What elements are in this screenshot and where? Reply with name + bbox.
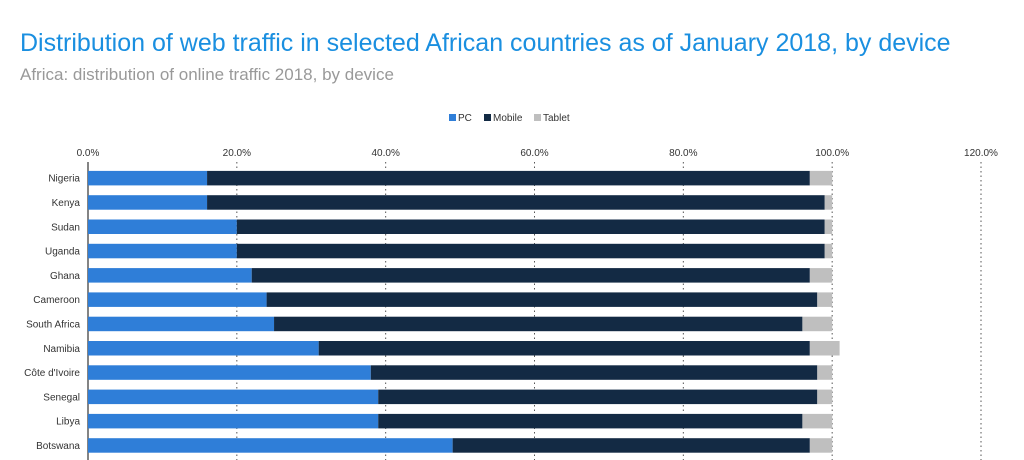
legend-label-mobile: Mobile: [493, 113, 523, 124]
bar-mobile: [274, 316, 803, 332]
bar-tablet: [802, 316, 833, 332]
legend-label-pc: PC: [458, 113, 472, 124]
bar-mobile: [251, 268, 810, 283]
bar-mobile: [266, 292, 818, 307]
x-tick-label: 60.0%: [520, 148, 548, 159]
y-category-label: Kenya: [52, 198, 81, 209]
bar-mobile: [378, 389, 818, 405]
legend-label-tablet: Tablet: [543, 113, 570, 124]
bar-mobile: [236, 243, 825, 259]
bar-pc: [88, 341, 319, 356]
bar-tablet: [817, 389, 833, 405]
bar-pc: [88, 365, 371, 380]
y-category-label: Senegal: [43, 392, 80, 403]
y-category-label: Côte d'Ivoire: [24, 368, 80, 379]
x-tick-label: 120.0%: [964, 148, 998, 159]
bar-pc: [88, 292, 267, 307]
y-category-label: Nigeria: [48, 174, 80, 185]
bar-pc: [88, 170, 208, 186]
bar-tablet: [809, 438, 833, 453]
bar-tablet: [809, 341, 840, 356]
x-tick-label: 0.0%: [77, 148, 100, 159]
x-tick-label: 40.0%: [371, 148, 399, 159]
chart-title: Distribution of web traffic in selected …: [20, 29, 951, 57]
bar-pc: [88, 243, 237, 259]
bar-pc: [88, 195, 208, 210]
legend-swatch-tablet: [534, 114, 541, 121]
bar-tablet: [809, 170, 833, 186]
bar-pc: [88, 219, 237, 234]
legend-swatch-mobile: [484, 114, 491, 121]
bar-tablet: [817, 365, 833, 380]
bar-mobile: [236, 219, 825, 234]
bar-mobile: [370, 365, 818, 380]
bar-mobile: [207, 170, 810, 186]
bar-tablet: [802, 413, 833, 429]
chart-subtitle: Africa: distribution of online traffic 2…: [20, 65, 394, 84]
bar-tablet: [824, 243, 833, 259]
bar-mobile: [378, 413, 803, 429]
x-tick-label: 80.0%: [669, 148, 697, 159]
y-category-label: Sudan: [51, 222, 80, 233]
bar-tablet: [824, 219, 833, 234]
bar-mobile: [452, 438, 810, 453]
legend-swatch-pc: [449, 114, 456, 121]
y-category-label: Cameroon: [33, 295, 80, 306]
bar-mobile: [318, 341, 810, 356]
bar-mobile: [207, 195, 825, 210]
y-category-label: Botswana: [36, 441, 80, 452]
bar-tablet: [824, 195, 833, 210]
y-category-label: Uganda: [45, 247, 80, 258]
bar-pc: [88, 268, 252, 283]
y-category-label: South Africa: [26, 319, 80, 330]
bar-pc: [88, 316, 275, 332]
bar-pc: [88, 389, 379, 405]
bar-pc: [88, 438, 453, 453]
y-category-label: Namibia: [43, 344, 80, 355]
bar-pc: [88, 413, 379, 429]
y-category-label: Libya: [56, 417, 80, 428]
y-category-label: Ghana: [50, 271, 80, 282]
bar-tablet: [809, 268, 833, 283]
x-tick-label: 100.0%: [815, 148, 849, 159]
x-tick-label: 20.0%: [223, 148, 251, 159]
bar-tablet: [817, 292, 833, 307]
